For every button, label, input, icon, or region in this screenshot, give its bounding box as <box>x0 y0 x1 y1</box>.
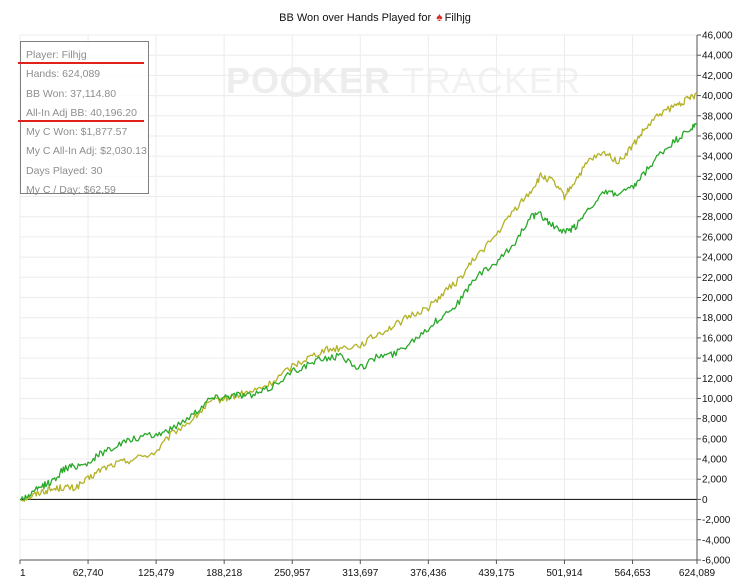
y-tick-label: 36,000 <box>702 131 733 142</box>
highlight-underline <box>18 62 144 64</box>
y-tick-label: 40,000 <box>702 91 733 102</box>
y-tick-labels: -6,000 -4,000 -2,000 0 2,000 4,000 6,000 8,000 1… <box>702 31 733 567</box>
stats-row: Hands: 624,089 <box>26 68 101 81</box>
y-tick-label: 38,000 <box>702 111 733 122</box>
chart-title-player: Filhjg <box>444 12 471 24</box>
y-tick-label: 8,000 <box>702 414 727 425</box>
x-tick-label: 624,089 <box>679 568 716 579</box>
y-tick-label: 20,000 <box>702 293 733 304</box>
y-tick-label: 42,000 <box>702 71 733 82</box>
series-lines <box>19 92 698 502</box>
spade-icon: ♠ <box>436 10 443 24</box>
watermark-part2: KER <box>312 60 392 101</box>
x-tick-label: 501,914 <box>546 568 583 579</box>
series-line-0 <box>19 92 698 502</box>
y-tick-label: 24,000 <box>702 253 733 264</box>
y-tick-label: 12,000 <box>702 374 733 385</box>
stats-row: My C All-In Adj: $2,030.13 <box>26 145 147 158</box>
stats-row: BB Won: 37,114.80 <box>26 87 117 100</box>
y-tick-label: -2,000 <box>702 515 731 526</box>
y-tick-label: 32,000 <box>702 172 733 183</box>
y-tick-label: 10,000 <box>702 394 733 405</box>
y-tick-label: 0 <box>702 495 708 506</box>
y-tick-label: 14,000 <box>702 354 733 365</box>
x-tick-label: 125,479 <box>138 568 175 579</box>
y-tick-label: 34,000 <box>702 152 733 163</box>
chart-title: BB Won over Hands Played for ♠ Filhjg <box>0 10 750 24</box>
poker-chip-icon <box>281 67 312 97</box>
x-tick-labels: 1 62,740 125,479 188,218 250,957 313,697 376,4… <box>20 568 716 579</box>
y-tick-label: 28,000 <box>702 212 733 223</box>
y-tick-label: 46,000 <box>702 31 733 42</box>
stats-row: Player: Filhjg <box>26 49 87 61</box>
x-tick-label: 1 <box>20 568 26 579</box>
x-tick-label: 376,436 <box>410 568 447 579</box>
stats-row: All-In Adj BB: 40,196.20 <box>26 106 137 119</box>
series-line-1 <box>19 122 698 501</box>
stats-row: Days Played: 30 <box>26 164 103 177</box>
x-tick-label: 62,740 <box>73 568 104 579</box>
highlight-underline <box>18 120 144 122</box>
axes <box>19 34 701 564</box>
stats-row: My C Won: $1,877.57 <box>26 126 128 139</box>
y-tick-label: 30,000 <box>702 192 733 203</box>
pokertracker-watermark: PO KER TRACKER <box>226 60 581 102</box>
y-tick-label: -4,000 <box>702 535 731 546</box>
x-tick-label: 250,957 <box>274 568 311 579</box>
y-tick-label: -6,000 <box>702 556 731 567</box>
stats-box: Player: Filhjg Hands: 624,089 BB Won: 37,1… <box>18 41 149 196</box>
x-tick-label: 439,175 <box>478 568 515 579</box>
x-tick-label: 188,218 <box>206 568 243 579</box>
watermark-part3: TRACKER <box>402 60 582 101</box>
y-tick-label: 26,000 <box>702 232 733 243</box>
x-tick-label: 313,697 <box>342 568 379 579</box>
y-tick-label: 2,000 <box>702 475 727 486</box>
stats-row: My C / Day: $62.59 <box>26 184 116 197</box>
y-tick-label: 6,000 <box>702 434 727 445</box>
y-tick-label: 44,000 <box>702 51 733 62</box>
y-tick-label: 4,000 <box>702 455 727 466</box>
y-tick-label: 16,000 <box>702 333 733 344</box>
chart-title-prefix: BB Won over Hands Played for <box>279 12 432 24</box>
y-tick-label: 18,000 <box>702 313 733 324</box>
watermark-part1: PO <box>226 60 281 101</box>
x-tick-label: 564,653 <box>614 568 651 579</box>
y-tick-label: 22,000 <box>702 273 733 284</box>
